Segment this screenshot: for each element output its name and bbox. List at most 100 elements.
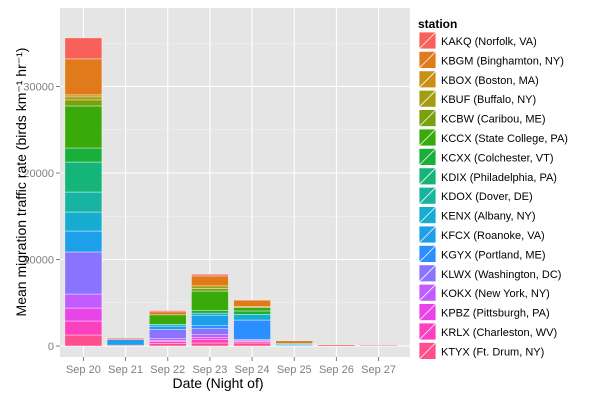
legend-label: KFCX (Roanoke, VA) — [441, 230, 545, 242]
bar-segment — [148, 325, 187, 330]
bar-segment — [64, 161, 103, 193]
legend-item: KDOX (Dover, DE) — [418, 186, 533, 205]
legend-label: KRLX (Charleston, WV) — [441, 327, 557, 339]
bar-segment — [64, 96, 103, 101]
bar-segment — [191, 312, 229, 316]
legend-label: KDIX (Philadelphia, PA) — [441, 172, 557, 184]
legend-item: KTYX (Ft. Drum, NY) — [418, 341, 544, 360]
bar-segment — [191, 275, 229, 287]
bar-segment — [148, 338, 187, 341]
bar-segment — [64, 58, 103, 96]
bar-segment — [64, 94, 103, 98]
legend-label: KBOX (Boston, MA) — [441, 75, 539, 87]
legend-label: KDOX (Dover, DE) — [441, 191, 533, 203]
bar-segment — [233, 342, 271, 347]
legend-label: KCCX (State College, PA) — [441, 133, 568, 145]
bar-segment — [64, 191, 103, 213]
legend-item: KLWX (Washington, DC) — [418, 264, 561, 283]
bar-segment — [148, 343, 187, 347]
bar-segment — [191, 339, 229, 344]
bar-segment — [191, 315, 229, 326]
legend-item: KOKX (New York, NY) — [418, 283, 550, 302]
bar-segment — [148, 341, 187, 344]
x-tick-label: Sep 24 — [235, 364, 270, 376]
legend-key-slash — [418, 51, 437, 69]
legend-label: KTYX (Ft. Drum, NY) — [441, 346, 544, 358]
x-tick-label: Sep 20 — [66, 364, 101, 376]
x-tick-label: Sep 25 — [277, 364, 312, 376]
bar-segment — [148, 311, 187, 316]
legend-key-slash — [418, 225, 437, 244]
bar-segment — [359, 344, 398, 347]
y-tick-label: 30000 — [23, 82, 54, 94]
legend-key-slash — [418, 89, 437, 108]
bar-segment — [191, 337, 229, 340]
bar-segment — [64, 37, 103, 60]
legend-key-slash — [418, 264, 437, 283]
legend-key-slash — [418, 342, 437, 360]
bar-segment — [191, 324, 229, 329]
bar-segment — [106, 339, 145, 346]
legend-key-slash — [418, 70, 437, 89]
legend-item: KFCX (Roanoke, VA) — [418, 225, 545, 244]
legend: KAKQ (Norfolk, VA) KBGM (Binghamton, NY) K… — [418, 31, 568, 360]
legend-label: KOKX (New York, NY) — [441, 288, 550, 300]
legend-item: KDIX (Philadelphia, PA) — [418, 167, 557, 186]
legend-item: KBOX (Boston, MA) — [418, 70, 539, 89]
legend-key-slash — [418, 31, 437, 50]
legend-item: KGYX (Portland, ME) — [418, 244, 546, 263]
bar-segment — [64, 105, 103, 149]
bar-segment — [275, 340, 314, 344]
legend-item: KBGM (Binghamton, NY) — [418, 51, 564, 69]
bar-segment — [64, 320, 103, 336]
bar-segment — [64, 211, 103, 232]
legend-key-slash — [418, 303, 437, 321]
bar-segment — [64, 293, 103, 309]
bar-segment — [191, 342, 229, 347]
legend-key-slash — [418, 186, 437, 205]
bar-segment — [233, 319, 271, 340]
legend-key-slash — [418, 148, 437, 166]
bar-segment — [148, 329, 187, 339]
bar-segment — [64, 99, 103, 107]
x-tick-label: Sep 27 — [361, 364, 396, 376]
legend-item: KPBZ (Pittsburgh, PA) — [418, 303, 550, 322]
legend-label: KCBW (Caribou, ME) — [441, 114, 546, 126]
legend-item: KBUF (Buffalo, NY) — [418, 89, 536, 108]
legend-key-slash — [418, 128, 437, 147]
bar-segment — [64, 334, 103, 347]
bar-segment — [64, 230, 103, 253]
legend-item: KCBW (Caribou, ME) — [418, 109, 546, 127]
bar-segment — [191, 334, 229, 338]
bar-segment — [64, 147, 103, 163]
bar-segment — [191, 273, 229, 277]
legend-key-slash — [418, 167, 437, 186]
bar-segment — [106, 337, 145, 340]
y-axis-label: Mean migration traffic rate (birds km⁻¹ … — [13, 48, 29, 317]
legend-key-slash — [418, 206, 437, 224]
y-tick-label: 0 — [48, 341, 54, 353]
bar-segment — [233, 307, 271, 312]
legend-label: KCXX (Colchester, VT) — [441, 152, 553, 164]
legend-label: KLWX (Washington, DC) — [441, 269, 561, 281]
legend-label: KGYX (Portland, ME) — [441, 249, 546, 261]
bar-segment — [148, 324, 187, 327]
bar-segment — [191, 288, 229, 292]
legend-key-slash — [418, 109, 437, 127]
legend-item: KRLX (Charleston, WV) — [418, 322, 557, 341]
x-tick-label: Sep 22 — [150, 364, 185, 376]
legend-item: KENX (Albany, NY) — [418, 206, 536, 225]
x-tick-label: Sep 21 — [108, 364, 143, 376]
legend-label: KAKQ (Norfolk, VA) — [441, 36, 537, 48]
bar-segment — [233, 299, 271, 307]
bar-segment — [191, 310, 229, 314]
bar-segment — [191, 328, 229, 336]
bar-segment — [148, 314, 187, 325]
y-tick-label: 20000 — [23, 168, 54, 180]
legend-item: KAKQ (Norfolk, VA) — [418, 31, 537, 50]
x-axis-label: Date (Night of) — [172, 375, 263, 391]
legend-label: KBGM (Binghamton, NY) — [441, 55, 564, 67]
legend-key-slash — [418, 283, 437, 302]
